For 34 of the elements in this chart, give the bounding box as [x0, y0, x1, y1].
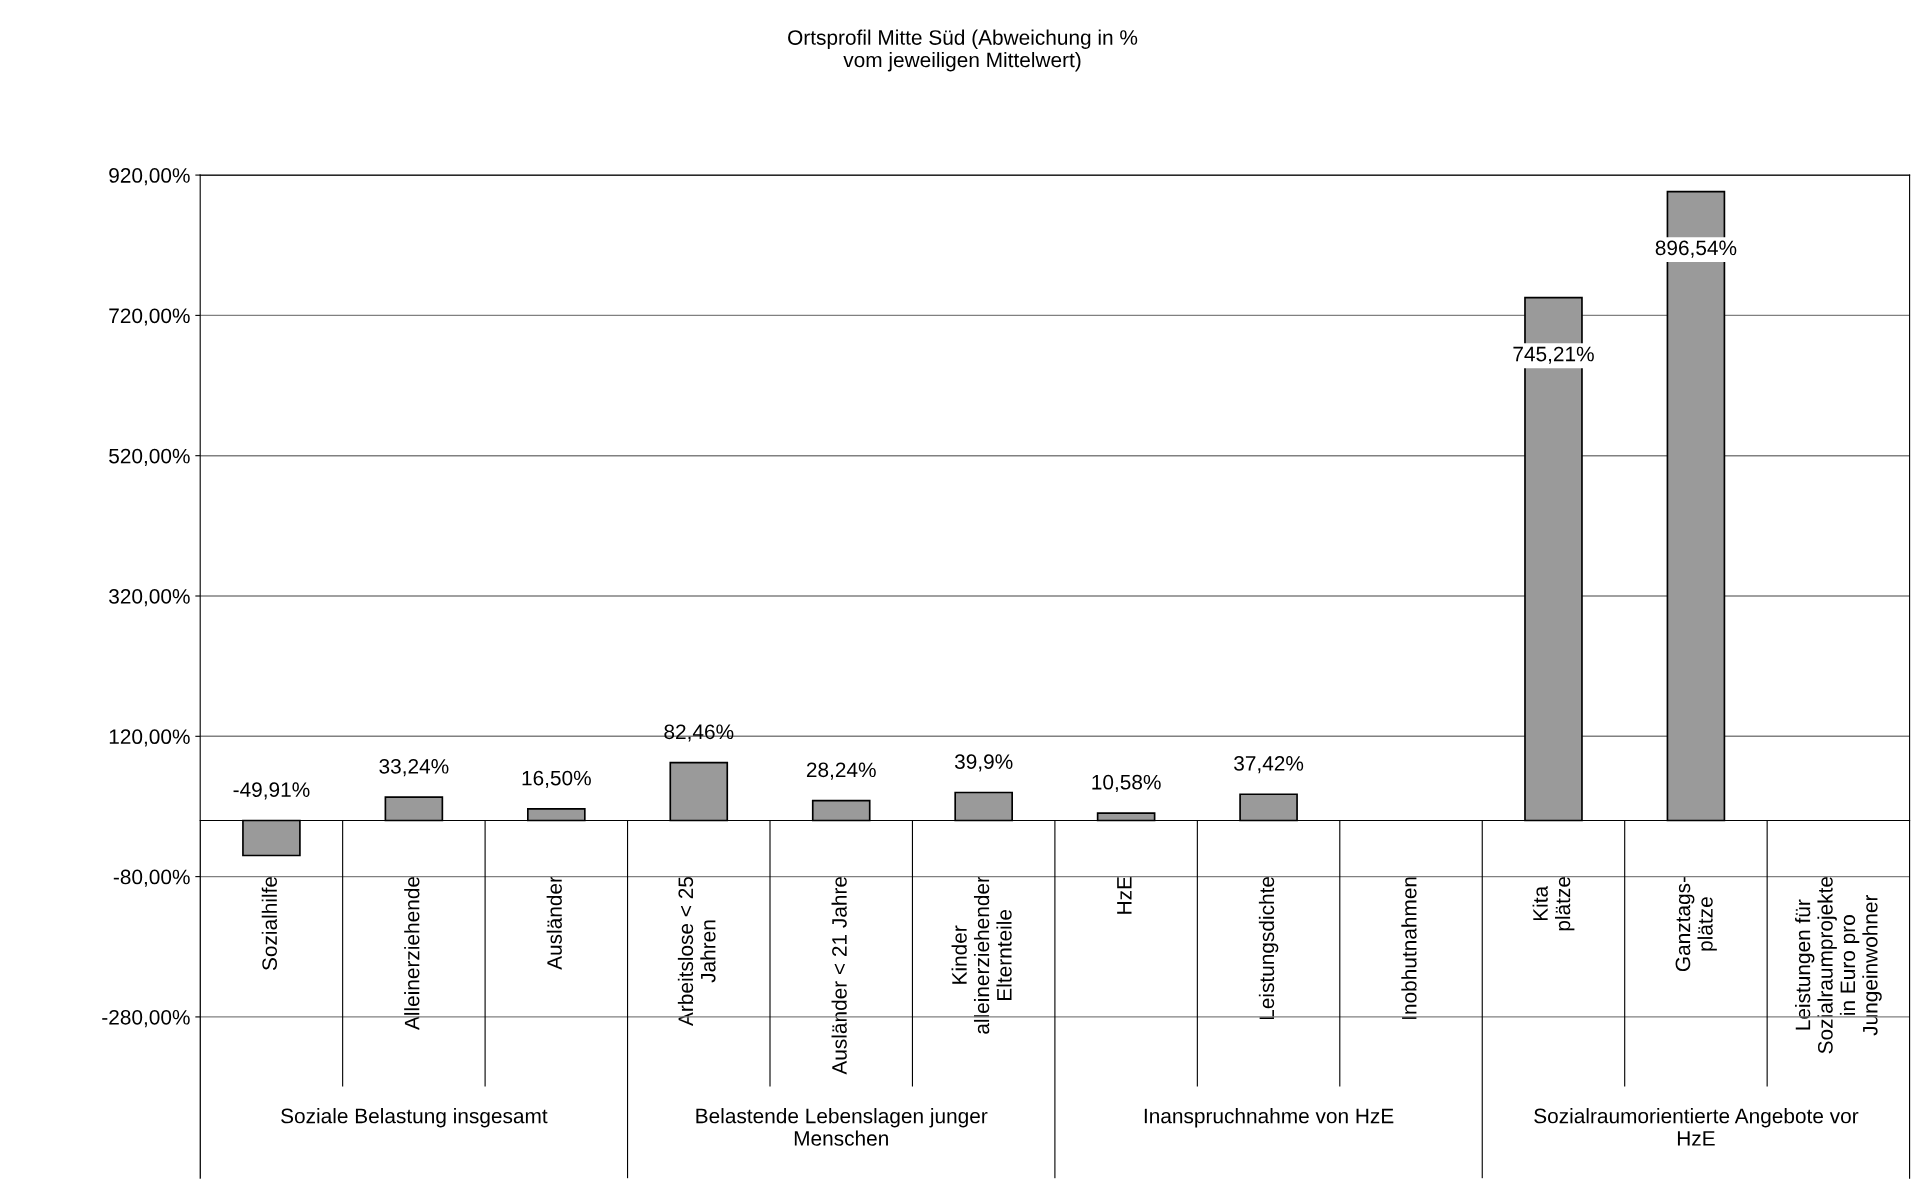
- y-tick-label: 120,00%: [109, 729, 190, 747]
- annotation: Soziale Belastung insgesamt: [281, 1108, 548, 1128]
- x-tick-label: Leistungsdichte: [1258, 876, 1279, 1020]
- annotation: Sozialraumorientierte Angebote vor HzE: [1534, 1108, 1859, 1146]
- chart-title: Ortsprofil Mitte Süd (Abweichung in % vom jeweiligen Mittelwert): [788, 29, 1138, 72]
- x-tick-label: Inobhutnahmen: [1401, 877, 1417, 1019]
- x-tick-label: Arbeitslose < 25 Jahren: [677, 876, 716, 1026]
- y-tick-label: -80,00%: [113, 869, 190, 887]
- x-tick-label: Ganztags- plätze: [1675, 876, 1717, 972]
- data-label: 37,42%: [1234, 756, 1304, 774]
- data-label: 10,58%: [1092, 774, 1161, 793]
- data-label: 28,24%: [806, 762, 876, 780]
- y-tick-label: 720,00%: [109, 308, 190, 326]
- data-label: 82,46%: [664, 724, 734, 742]
- x-tick-label: Alleinerziehende: [404, 876, 420, 1031]
- x-tick-label: Leistungen für Sozialraumprojekte in Euro pro Jungeinwohner: [1795, 876, 1882, 1054]
- data-label: 896,54%: [1655, 240, 1737, 258]
- x-tick-label: Kinder alleinerziehender Elternteile: [951, 876, 1012, 1034]
- x-tick-label: Ausländer: [546, 876, 562, 970]
- data-label: 39,9%: [954, 754, 1013, 772]
- data-label: 16,50%: [522, 770, 591, 788]
- y-tick-label: 920,00%: [109, 168, 190, 186]
- y-tick-label: 320,00%: [109, 589, 190, 607]
- data-label: 33,24%: [379, 758, 449, 777]
- annotation: Belastende Lebenslagen junger Menschen: [696, 1108, 988, 1146]
- x-tick-label: Sozialhilfe: [261, 876, 278, 971]
- y-tick-label: -280,00%: [102, 1009, 190, 1028]
- y-tick-label: 520,00%: [109, 448, 190, 466]
- x-tick-label: HzE: [1117, 876, 1132, 914]
- x-tick-label: Kita plätze: [1532, 876, 1575, 931]
- data-label: -49,91%: [233, 782, 310, 800]
- data-label: 745,21%: [1513, 346, 1594, 364]
- annotation: Inanspruchnahme von HzE: [1144, 1108, 1394, 1128]
- x-tick-label: Ausländer < 21 Jahre: [831, 876, 847, 1075]
